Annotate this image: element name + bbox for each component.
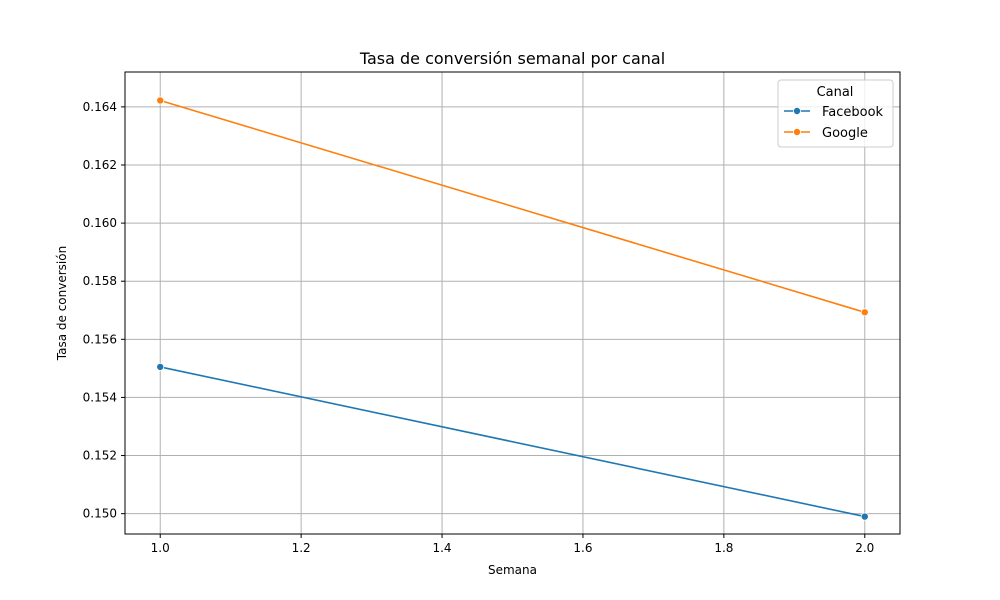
x-tick-label: 1.0 (151, 541, 170, 555)
data-point-google (156, 96, 165, 105)
series-layer (156, 96, 869, 521)
y-tick-label: 0.152 (83, 449, 117, 463)
data-point-facebook (860, 512, 869, 521)
chart-title: Tasa de conversión semanal por canal (359, 49, 665, 68)
legend-marker-facebook (793, 107, 802, 116)
y-axis-label: Tasa de conversión (55, 246, 69, 361)
legend-label-facebook: Facebook (822, 105, 884, 120)
y-tick-label: 0.160 (83, 216, 117, 230)
data-point-facebook (156, 362, 165, 371)
data-point-google (860, 308, 869, 317)
legend-marker-google (793, 127, 802, 136)
legend-frame (777, 79, 894, 148)
x-tick-label: 1.6 (573, 541, 592, 555)
y-axis: 0.150 0.152 0.154 0.156 0.158 0.160 0.162 0.164 (83, 100, 125, 521)
gridlines (125, 72, 900, 534)
series-line-google (159, 99, 866, 314)
y-tick-label: 0.164 (83, 100, 117, 114)
plot-frame (124, 71, 901, 535)
x-tick-label: 1.2 (292, 541, 311, 555)
series-facebook (156, 362, 869, 521)
y-tick-label: 0.156 (83, 332, 117, 346)
y-tick-label: 0.154 (83, 390, 117, 404)
x-axis-label: Semana (488, 563, 537, 577)
y-tick-label: 0.150 (83, 507, 117, 521)
legend-title: Canal (817, 85, 854, 100)
x-tick-label: 2.0 (855, 541, 874, 555)
y-tick-label: 0.162 (83, 158, 117, 172)
legend-label-google: Google (822, 126, 868, 141)
x-tick-label: 1.8 (714, 541, 733, 555)
series-google (156, 96, 869, 317)
x-axis: 1.0 1.2 1.4 1.6 1.8 2.0 (151, 534, 874, 555)
series-line-facebook (160, 366, 865, 518)
y-tick-label: 0.158 (83, 274, 117, 288)
legend: Canal Facebook Google (777, 79, 894, 148)
x-tick-label: 1.4 (432, 541, 451, 555)
